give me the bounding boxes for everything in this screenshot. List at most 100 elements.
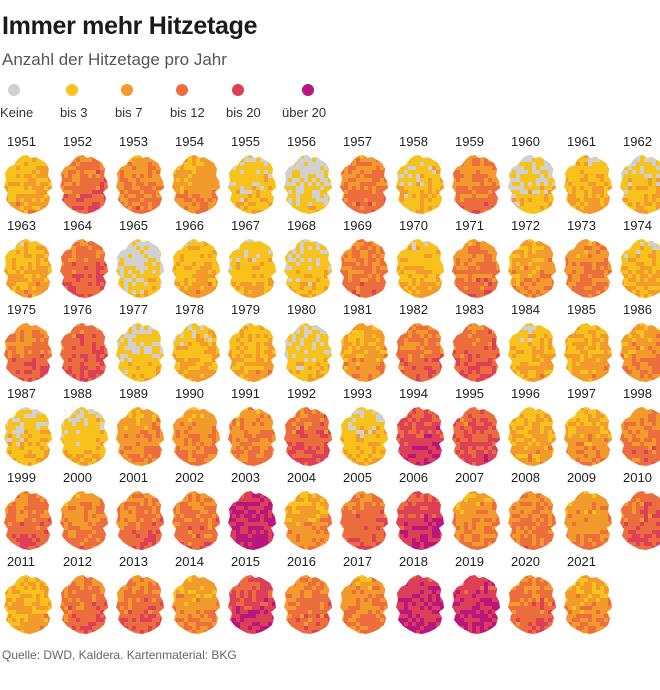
year-label: 1956	[287, 134, 316, 149]
germany-map	[340, 407, 388, 466]
year-label: 1971	[455, 218, 484, 233]
germany-map	[4, 407, 52, 466]
year-label: 2012	[63, 554, 92, 569]
year-map: 2008	[504, 470, 560, 554]
year-map: 1995	[448, 386, 504, 470]
legend-label: über 20	[282, 105, 327, 120]
legend: Keine bis 3 bis 7 bis 12 bis 20 über 20	[0, 84, 660, 124]
year-label: 2021	[567, 554, 596, 569]
year-map: 1959	[448, 134, 504, 218]
germany-map	[284, 155, 332, 214]
germany-map	[564, 575, 612, 634]
germany-map	[116, 323, 164, 382]
small-multiples-grid: 1951 1952 1953 1954 1955 1956 1957 1958 1959 1960…	[0, 134, 660, 634]
germany-map	[116, 239, 164, 298]
year-map: 1998	[616, 386, 660, 470]
legend-label: bis 20	[226, 105, 261, 120]
germany-map	[452, 407, 500, 466]
germany-map	[284, 407, 332, 466]
year-map: 2012	[56, 554, 112, 638]
year-label: 2015	[231, 554, 260, 569]
year-map: 1982	[392, 302, 448, 386]
year-label: 1984	[511, 302, 540, 317]
year-label: 2018	[399, 554, 428, 569]
year-label: 2013	[119, 554, 148, 569]
year-map: 1977	[112, 302, 168, 386]
germany-map	[60, 575, 108, 634]
year-map: 1952	[56, 134, 112, 218]
germany-map	[172, 239, 220, 298]
germany-map	[60, 239, 108, 298]
year-label: 1993	[343, 386, 372, 401]
year-map: 2011	[0, 554, 56, 638]
year-label: 1963	[7, 218, 36, 233]
year-label: 1959	[455, 134, 484, 149]
year-label: 1982	[399, 302, 428, 317]
year-label: 1991	[231, 386, 260, 401]
germany-map	[508, 323, 556, 382]
year-map: 2010	[616, 470, 660, 554]
germany-map	[564, 407, 612, 466]
year-map: 1969	[336, 218, 392, 302]
year-map: 1985	[560, 302, 616, 386]
germany-map	[452, 239, 500, 298]
germany-map	[508, 239, 556, 298]
year-map: 2004	[280, 470, 336, 554]
germany-map	[620, 155, 660, 214]
germany-map	[452, 575, 500, 634]
year-map: 1986	[616, 302, 660, 386]
year-label: 1975	[7, 302, 36, 317]
germany-map	[116, 155, 164, 214]
legend-label: bis 7	[115, 105, 143, 120]
germany-map	[228, 407, 276, 466]
germany-map	[228, 155, 276, 214]
germany-map	[620, 239, 660, 298]
legend-swatch	[121, 84, 133, 96]
year-label: 1954	[175, 134, 204, 149]
year-label: 2001	[119, 470, 148, 485]
germany-map	[60, 323, 108, 382]
germany-map	[60, 407, 108, 466]
germany-map	[172, 575, 220, 634]
germany-map	[228, 491, 276, 550]
year-map: 1994	[392, 386, 448, 470]
year-map: 2009	[560, 470, 616, 554]
year-map: 1990	[168, 386, 224, 470]
chart-title: Immer mehr Hitzetage	[2, 12, 258, 40]
germany-map	[564, 155, 612, 214]
year-label: 1987	[7, 386, 36, 401]
germany-map	[116, 407, 164, 466]
germany-map	[620, 407, 660, 466]
legend-swatch	[176, 84, 188, 96]
year-label: 1981	[343, 302, 372, 317]
legend-label: bis 3	[60, 105, 88, 120]
year-label: 1998	[623, 386, 652, 401]
year-label: 1962	[623, 134, 652, 149]
year-map: 1981	[336, 302, 392, 386]
year-map: 2001	[112, 470, 168, 554]
year-label: 2009	[567, 470, 596, 485]
year-label: 1953	[119, 134, 148, 149]
germany-map	[4, 491, 52, 550]
year-label: 1995	[455, 386, 484, 401]
legend-swatch	[302, 84, 314, 96]
year-label: 2005	[343, 470, 372, 485]
germany-map	[4, 155, 52, 214]
year-map: 1960	[504, 134, 560, 218]
germany-map	[4, 323, 52, 382]
year-label: 2019	[455, 554, 484, 569]
germany-map	[452, 323, 500, 382]
legend-swatch	[8, 84, 20, 96]
year-map: 1984	[504, 302, 560, 386]
germany-map	[228, 323, 276, 382]
year-label: 1961	[567, 134, 596, 149]
year-map: 1992	[280, 386, 336, 470]
germany-map	[340, 155, 388, 214]
year-label: 1990	[175, 386, 204, 401]
germany-map	[340, 491, 388, 550]
year-map: 1989	[112, 386, 168, 470]
year-map: 1972	[504, 218, 560, 302]
germany-map	[508, 575, 556, 634]
year-label: 1983	[455, 302, 484, 317]
germany-map	[284, 491, 332, 550]
